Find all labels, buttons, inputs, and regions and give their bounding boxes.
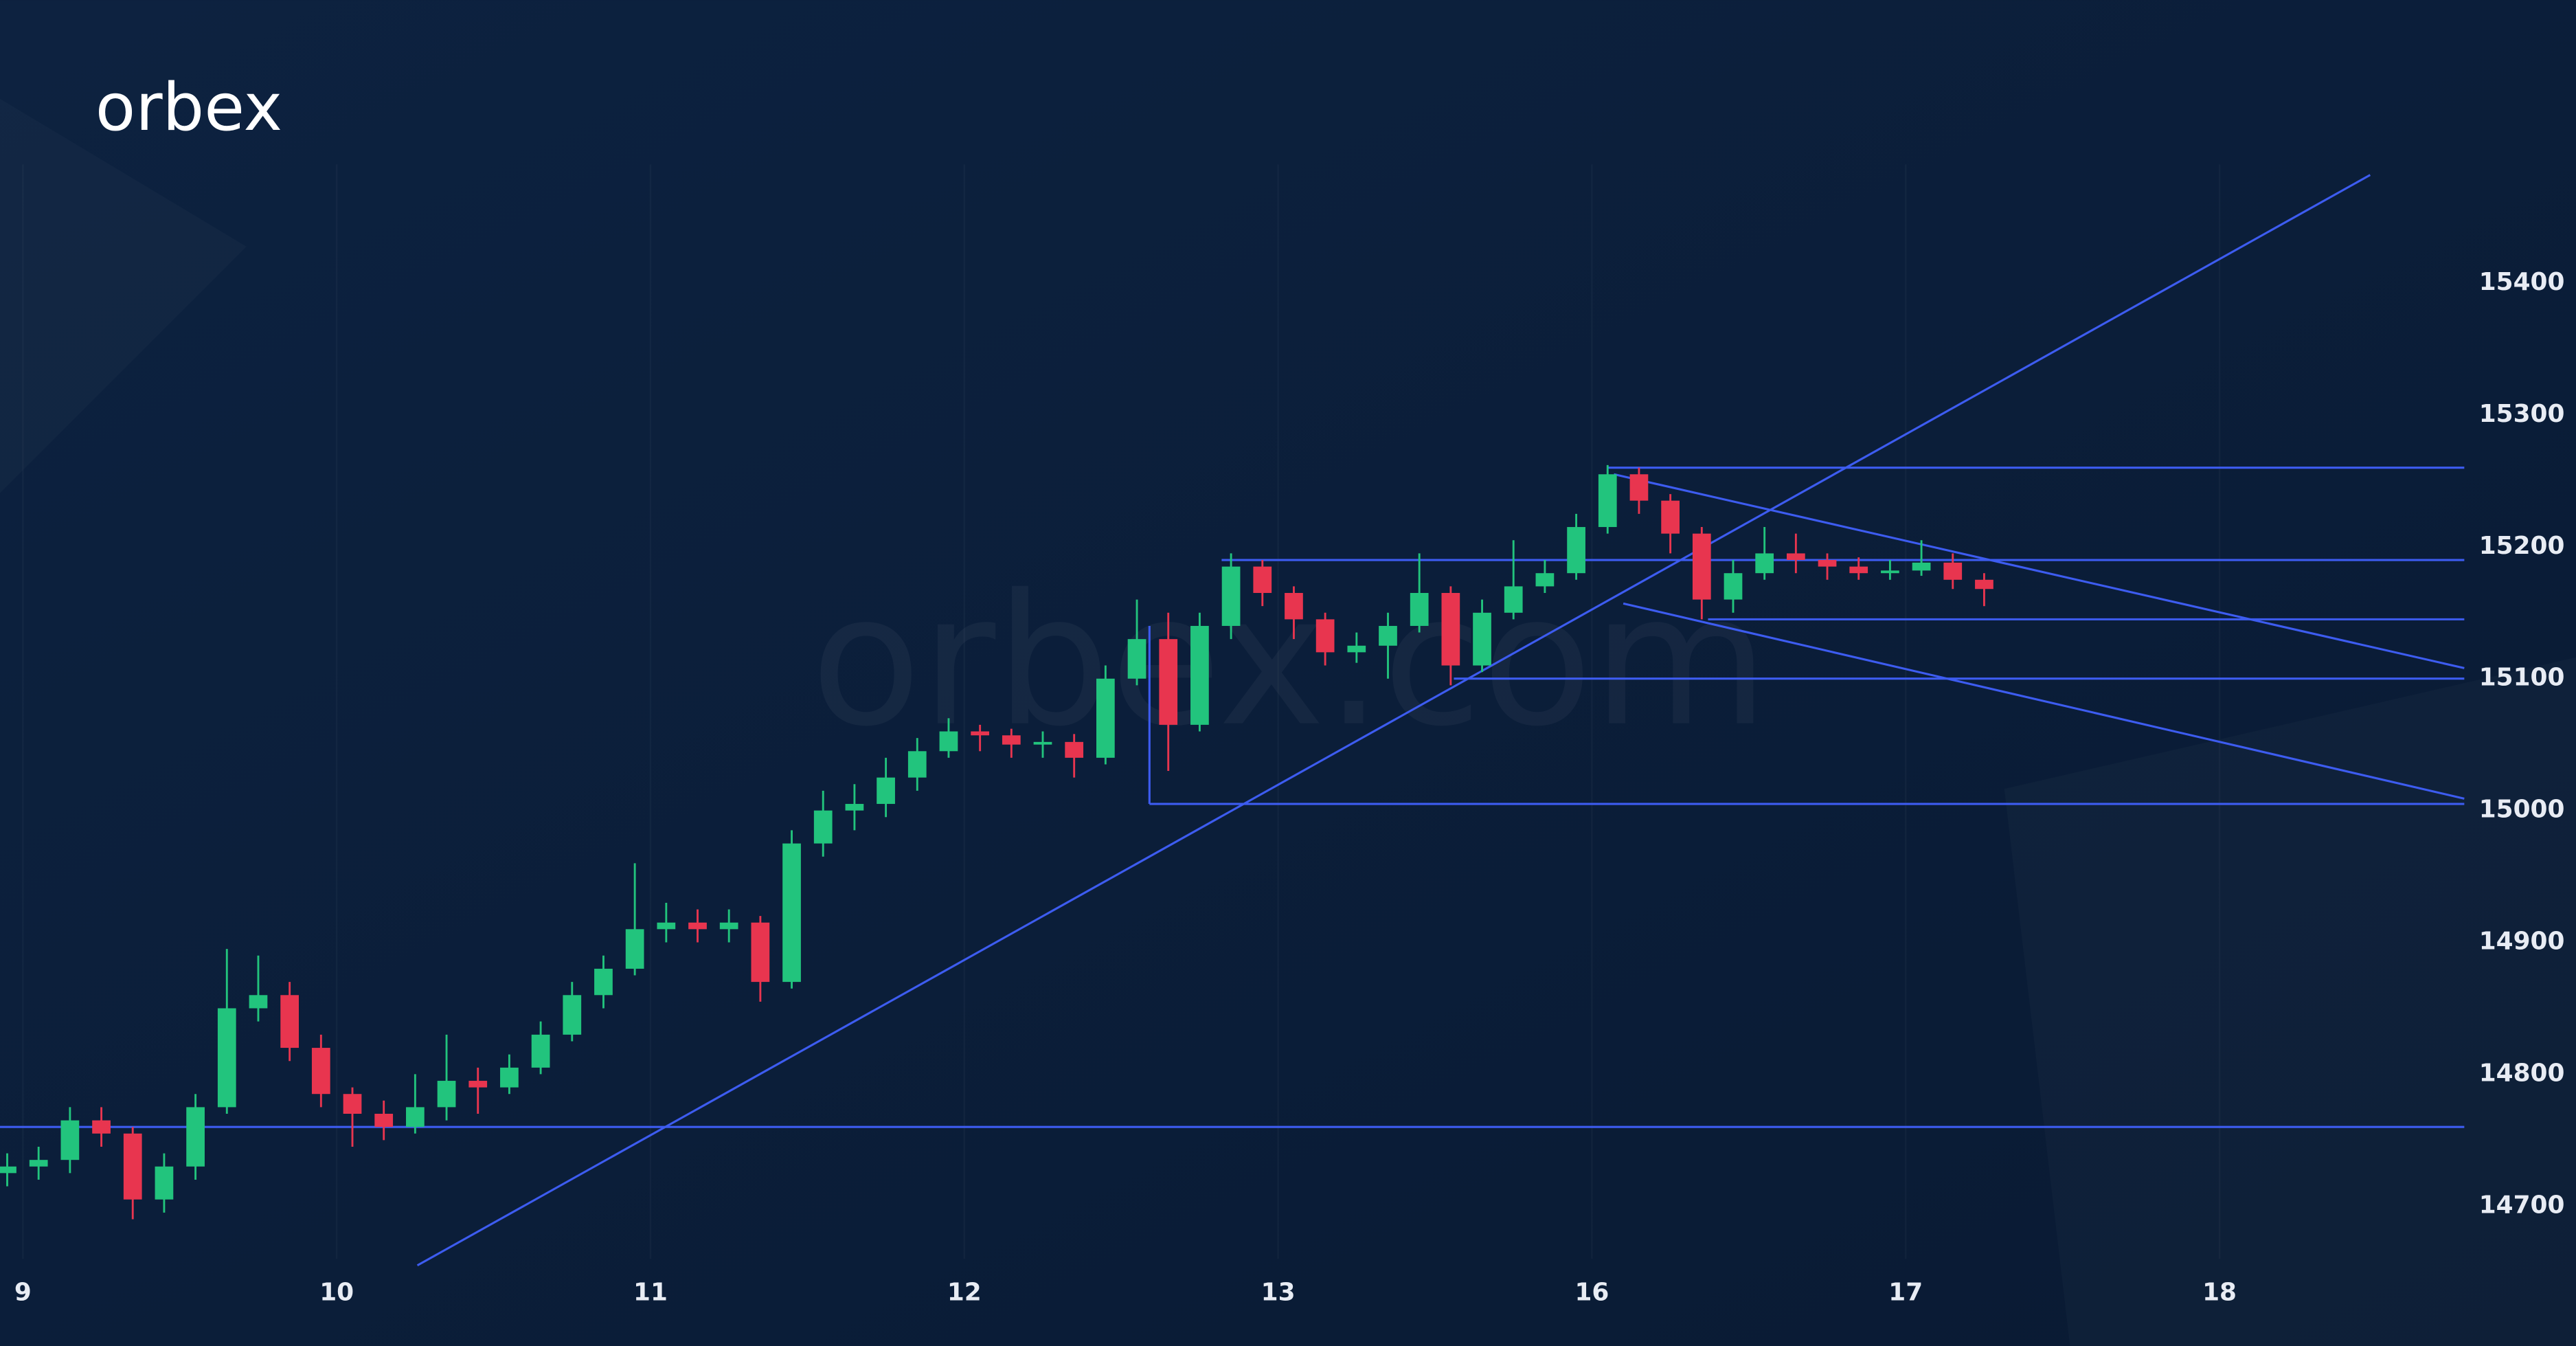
candle-body <box>280 995 300 1048</box>
candle-body <box>1473 612 1491 666</box>
candle-body <box>845 804 864 811</box>
candle-body <box>1849 566 1868 574</box>
candle-body <box>60 1120 80 1160</box>
candle-body <box>563 995 582 1035</box>
candle-body <box>1159 639 1178 725</box>
candle-body <box>1818 560 1837 567</box>
candle-body <box>719 922 738 930</box>
candle-body <box>1724 573 1743 600</box>
logo: orbex <box>95 69 282 146</box>
candle-body <box>1253 566 1272 593</box>
candle-body <box>1535 573 1555 587</box>
candle-body <box>907 751 927 778</box>
candle-body <box>688 922 707 930</box>
y-tick-label: 15200 <box>2479 532 2565 560</box>
candle-body <box>0 1166 16 1174</box>
candle-body <box>1881 570 1899 574</box>
candle-body <box>155 1166 174 1200</box>
x-tick-label: 12 <box>947 1278 982 1306</box>
candle-body <box>92 1120 111 1134</box>
y-tick-label: 14700 <box>2479 1191 2565 1219</box>
x-tick-label: 13 <box>1261 1278 1296 1306</box>
candle-body <box>249 995 268 1009</box>
trend-line <box>416 174 2371 1267</box>
candle-body <box>217 1008 236 1108</box>
y-tick-label: 15100 <box>2479 664 2565 692</box>
candle-body <box>406 1107 425 1128</box>
candle-body <box>531 1034 550 1068</box>
candle-body <box>751 922 770 983</box>
trend-line <box>1614 473 2465 669</box>
candle-body <box>1504 586 1523 613</box>
x-tick-label: 18 <box>2202 1278 2237 1306</box>
candle-body <box>1315 619 1335 653</box>
candle-body <box>29 1160 48 1167</box>
candle-body <box>123 1133 142 1200</box>
candle-body <box>1912 562 1931 571</box>
candle-body <box>1410 592 1429 626</box>
candle-body <box>1065 741 1084 758</box>
candle-body <box>594 968 613 996</box>
y-tick-label: 14900 <box>2479 928 2565 956</box>
candle-body <box>1692 533 1711 600</box>
candle-body <box>437 1081 456 1108</box>
candle-body <box>813 810 833 844</box>
x-tick-label: 9 <box>14 1278 32 1306</box>
candle-body <box>1441 592 1460 666</box>
candle-body <box>374 1114 394 1128</box>
candle-body <box>1221 566 1241 626</box>
candle-body <box>1127 639 1146 679</box>
x-tick-label: 10 <box>319 1278 354 1306</box>
x-tick-label: 11 <box>633 1278 668 1306</box>
candle-body <box>1285 592 1303 620</box>
candle-body <box>1347 645 1366 653</box>
candle-body <box>939 731 958 752</box>
y-tick-label: 14800 <box>2479 1059 2565 1087</box>
candle-body <box>1190 625 1209 725</box>
y-tick-label: 15400 <box>2479 268 2565 296</box>
x-tick-label: 16 <box>1574 1278 1609 1306</box>
y-tick-label: 15000 <box>2479 796 2565 824</box>
candle-body <box>877 777 895 805</box>
candle-body <box>1096 678 1115 758</box>
candle-body <box>1943 562 1963 580</box>
candle-body <box>1567 527 1585 574</box>
candle-body <box>971 731 989 736</box>
plot: 9 10 11 12 13 16 17 18 14700 14800 14900 15000 15100… <box>0 174 2565 1306</box>
candle-body <box>311 1048 330 1095</box>
candle-body <box>1598 474 1617 528</box>
x-tick-label: 17 <box>1888 1278 1923 1306</box>
candle-body <box>625 929 644 969</box>
candle-body <box>500 1067 519 1088</box>
candle-body <box>1002 735 1021 745</box>
candle-body <box>1661 500 1680 534</box>
candle-body <box>1786 553 1805 561</box>
candle-body <box>1033 741 1052 745</box>
candle-body <box>1629 474 1649 501</box>
candle-body <box>657 922 676 930</box>
candle-body <box>186 1107 205 1167</box>
candle-body <box>782 843 801 983</box>
watermark: orbex.com <box>811 557 1768 767</box>
candle-body <box>343 1094 362 1114</box>
candle-body <box>468 1081 488 1088</box>
trend-line <box>1623 602 2465 800</box>
candle-body <box>1975 579 1993 590</box>
candle-body <box>1379 625 1397 646</box>
y-tick-label: 15300 <box>2479 400 2565 428</box>
candle-body <box>1755 553 1774 574</box>
